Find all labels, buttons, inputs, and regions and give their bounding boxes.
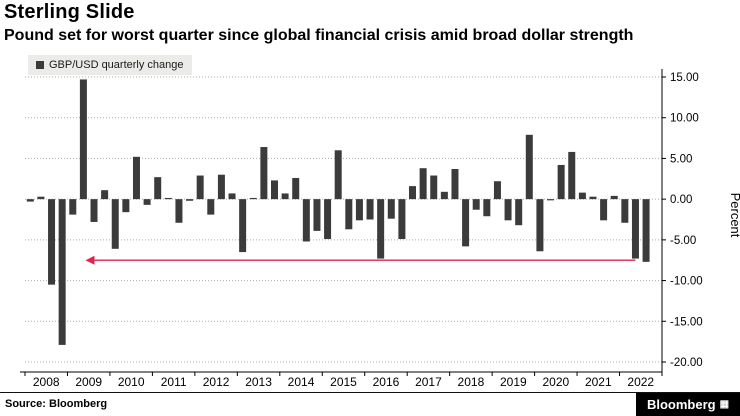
bar xyxy=(186,199,194,201)
bar xyxy=(58,199,66,345)
bar xyxy=(270,180,278,200)
trend-arrow-head xyxy=(85,255,95,265)
x-tick-label: 2013 xyxy=(245,375,272,389)
x-tick-label: 2011 xyxy=(161,375,187,389)
bar xyxy=(398,199,406,240)
y-tick-label: 0.00 xyxy=(670,194,692,206)
bloomberg-grid-icon: ▦ xyxy=(719,398,730,410)
bar xyxy=(90,199,98,222)
x-tick-label: 2010 xyxy=(118,375,145,389)
bar xyxy=(610,195,618,200)
bar xyxy=(175,199,183,223)
bar xyxy=(578,192,586,200)
y-tick-label: 5.00 xyxy=(670,153,692,165)
bar xyxy=(547,199,555,201)
bar xyxy=(69,199,77,215)
legend-swatch-icon xyxy=(36,61,44,69)
bar xyxy=(493,181,501,200)
bar xyxy=(642,199,650,262)
bar xyxy=(122,199,130,213)
y-tick-label: -20.00 xyxy=(670,357,703,369)
bar xyxy=(600,199,608,221)
bar xyxy=(525,134,533,200)
bar xyxy=(101,190,109,200)
bar xyxy=(292,177,300,200)
bar xyxy=(281,193,289,200)
bar xyxy=(355,199,363,221)
source-text: Source: Bloomberg xyxy=(5,398,108,410)
bar xyxy=(217,174,225,200)
bar xyxy=(589,196,597,200)
legend: GBP/USD quarterly change xyxy=(28,55,192,75)
y-tick-label: -15.00 xyxy=(670,316,703,328)
bloomberg-wordmark: Bloomberg xyxy=(646,397,716,412)
bar xyxy=(111,199,119,249)
x-tick-label: 2018 xyxy=(458,375,485,389)
y-tick-label: 10.00 xyxy=(670,113,699,125)
x-tick-label: 2020 xyxy=(542,375,569,389)
bar xyxy=(26,199,34,202)
bar xyxy=(377,199,385,259)
bar xyxy=(462,199,470,247)
bar xyxy=(302,199,310,242)
bar xyxy=(132,156,140,200)
bar xyxy=(260,147,268,200)
bar xyxy=(48,199,56,285)
x-tick-label: 2012 xyxy=(203,375,230,389)
footer: Source: Bloomberg Bloomberg ▦ xyxy=(0,392,740,416)
y-axis-title: Percent xyxy=(728,193,740,238)
bloomberg-logo: Bloomberg ▦ xyxy=(636,393,740,416)
bar xyxy=(313,199,321,231)
bar xyxy=(621,199,629,223)
bar xyxy=(154,177,162,200)
page-subtitle: Pound set for worst quarter since global… xyxy=(4,27,634,44)
bar xyxy=(440,191,448,200)
bar xyxy=(536,199,544,252)
bar xyxy=(557,164,565,200)
bar xyxy=(334,150,342,200)
y-tick-label: -10.00 xyxy=(670,276,703,288)
bar xyxy=(228,193,236,200)
bar xyxy=(249,197,257,200)
page-title: Sterling Slide xyxy=(4,1,135,23)
bar xyxy=(164,197,172,200)
x-tick-label: 2021 xyxy=(585,375,612,389)
bar xyxy=(515,199,523,226)
bar xyxy=(366,199,374,220)
bar xyxy=(37,196,45,200)
bar xyxy=(207,199,215,215)
bar-chart-canvas: 2008 2009 2010 2011 2012 2013 2014 2015 2016 2017… xyxy=(20,69,740,389)
bar xyxy=(568,151,576,200)
bar xyxy=(387,199,395,219)
bar xyxy=(239,199,247,253)
bar xyxy=(143,199,151,205)
legend-label: GBP/USD quarterly change xyxy=(49,59,184,71)
bar xyxy=(196,175,204,200)
bar xyxy=(409,186,417,200)
x-tick-label: 2009 xyxy=(75,375,102,389)
x-tick-label: 2022 xyxy=(627,375,654,389)
bar xyxy=(504,199,512,221)
x-tick-label: 2016 xyxy=(373,375,400,389)
bar xyxy=(419,168,427,200)
bar xyxy=(472,199,480,210)
bar xyxy=(483,199,491,217)
bar xyxy=(631,199,639,259)
x-tick-label: 2017 xyxy=(415,375,442,389)
x-tick-label: 2019 xyxy=(500,375,527,389)
bar xyxy=(430,175,438,200)
bar xyxy=(324,199,332,240)
x-tick-label: 2008 xyxy=(33,375,60,389)
y-tick-label: -5.00 xyxy=(670,235,696,247)
bar xyxy=(345,199,353,230)
x-tick-label: 2015 xyxy=(330,375,357,389)
bar xyxy=(451,169,459,200)
x-tick-label: 2014 xyxy=(288,375,315,389)
bar xyxy=(79,79,87,200)
y-tick-label: 15.00 xyxy=(670,72,699,84)
